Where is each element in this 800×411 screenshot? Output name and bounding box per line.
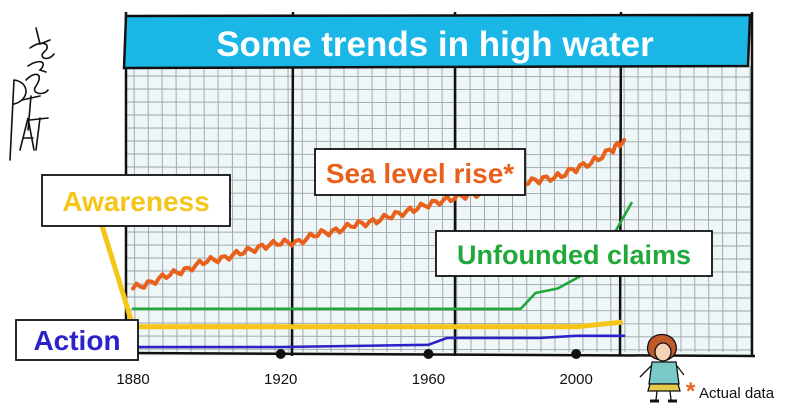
grid-line-vertical [581,65,584,353]
grid-line-horizontal [125,296,753,299]
x-axis-line [117,351,756,358]
grid-line-horizontal [125,283,753,286]
series-line-0 [131,138,627,291]
woman-character [639,333,685,403]
chart-title: Some trends in high water [216,25,654,64]
footnote-text: Actual data [699,385,775,402]
x-tick-label: 1920 [264,371,297,388]
grid-line-vertical [287,65,290,353]
grid-line-vertical [329,65,332,353]
grid-line-vertical [553,65,556,353]
grid-line-vertical [637,65,640,353]
grid-line-vertical [525,65,528,353]
grid-line-vertical [259,65,262,353]
grid-line-vertical [441,65,444,353]
grid-line-vertical [539,65,542,353]
grid-line-vertical [693,65,696,353]
grid-line-vertical [343,65,346,353]
series-line-2 [86,180,623,330]
grid-line-vertical [371,65,374,353]
grid-line-vertical [609,65,612,353]
label-action-box [15,319,139,361]
grid-line-horizontal [125,140,753,143]
label-sea-level: Sea level rise* [314,148,526,196]
label-awareness-text: Awareness [62,186,209,217]
grid-line-vertical [245,65,248,353]
label-sea-level-box [314,148,526,196]
grid-line-vertical [721,65,724,353]
label-unfounded: Unfounded claims [435,230,713,277]
grid-line-vertical [469,65,472,353]
grid-line-horizontal [125,335,753,338]
grid-line-vertical [511,65,514,353]
label-action: Action [15,319,139,361]
grid-line-vertical [665,65,668,353]
label-sea-level-text: Sea level rise* [326,158,514,189]
series-line-3 [131,334,626,349]
grid-minor [125,65,753,353]
x-tick-dot [571,349,582,359]
grid-major-vertical [290,11,295,357]
grid-line-vertical [231,65,234,353]
grid-line-vertical [567,65,570,353]
grid-line-vertical [385,65,388,353]
grid-line-vertical [399,65,402,353]
grid-line-vertical [273,65,276,353]
label-unfounded-box [435,230,713,277]
grid-line-horizontal [125,127,753,130]
grid-line-vertical [497,65,500,353]
x-tick-dot [275,349,286,359]
grid-line-vertical [315,65,318,353]
label-awareness: Awareness [41,174,231,227]
artist-signature [9,27,55,161]
series-line-1 [131,201,633,311]
grid-line-horizontal [125,322,753,325]
label-action-text: Action [33,325,120,356]
grid-line-vertical [595,65,598,353]
grid-line-horizontal [125,75,753,78]
grid-line-horizontal [125,101,753,104]
grid-line-vertical [483,65,486,353]
grid-line-vertical [357,65,360,353]
grid-line-vertical [301,65,304,353]
grid-line-horizontal [125,309,753,312]
x-tick-label: 1880 [116,371,149,388]
label-unfounded-text: Unfounded claims [457,240,691,270]
x-tick-label: 2000 [559,371,592,388]
grid-line-vertical [623,65,626,353]
title-banner [122,13,752,70]
grid-line-vertical [651,65,654,353]
x-tick-label: 1960 [412,371,445,388]
label-awareness-box [41,174,231,227]
footnote-asterisk: * [686,378,696,405]
grid-line-horizontal [125,88,753,91]
x-tick-dot [423,349,434,359]
grid-line-horizontal [125,114,753,117]
grid-line-vertical [679,65,682,353]
grid-line-vertical [735,65,738,353]
grid-line-vertical [707,65,710,353]
series-lines [86,138,633,349]
grid-major-vertical [618,11,623,357]
